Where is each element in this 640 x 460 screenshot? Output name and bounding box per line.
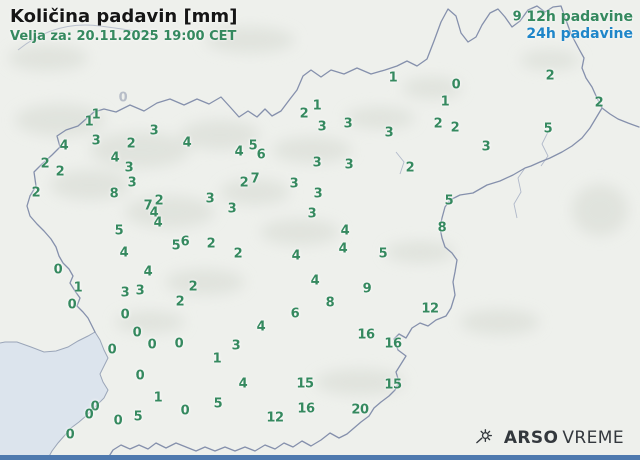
terrain-shading — [8, 27, 628, 395]
arso-vreme-logo[interactable]: ARSO VREME — [473, 425, 624, 451]
sun-icon — [473, 425, 495, 451]
valid-time: Velja za: 20.11.2025 19:00 CET — [10, 29, 237, 44]
layer-24h-link[interactable]: 24h padavine — [526, 26, 633, 42]
bottom-bar — [0, 455, 640, 460]
layer-switcher: 12h padavine 24h padavine — [526, 9, 633, 42]
national-border — [26, 5, 640, 459]
brand-text: ARSO VREME — [504, 428, 624, 448]
page-title: Količina padavin [mm] — [10, 6, 238, 27]
map-header: Količina padavin [mm] Velja za: 20.11.20… — [10, 6, 237, 44]
layer-12h-link[interactable]: 12h padavine — [526, 9, 633, 25]
brand-arso: ARSO — [503, 428, 559, 448]
coastline — [0, 331, 109, 460]
brand-vreme: VREME — [562, 428, 624, 448]
internal-borders — [395, 131, 549, 219]
border-fragment — [17, 24, 153, 51]
sea-area — [0, 332, 108, 460]
